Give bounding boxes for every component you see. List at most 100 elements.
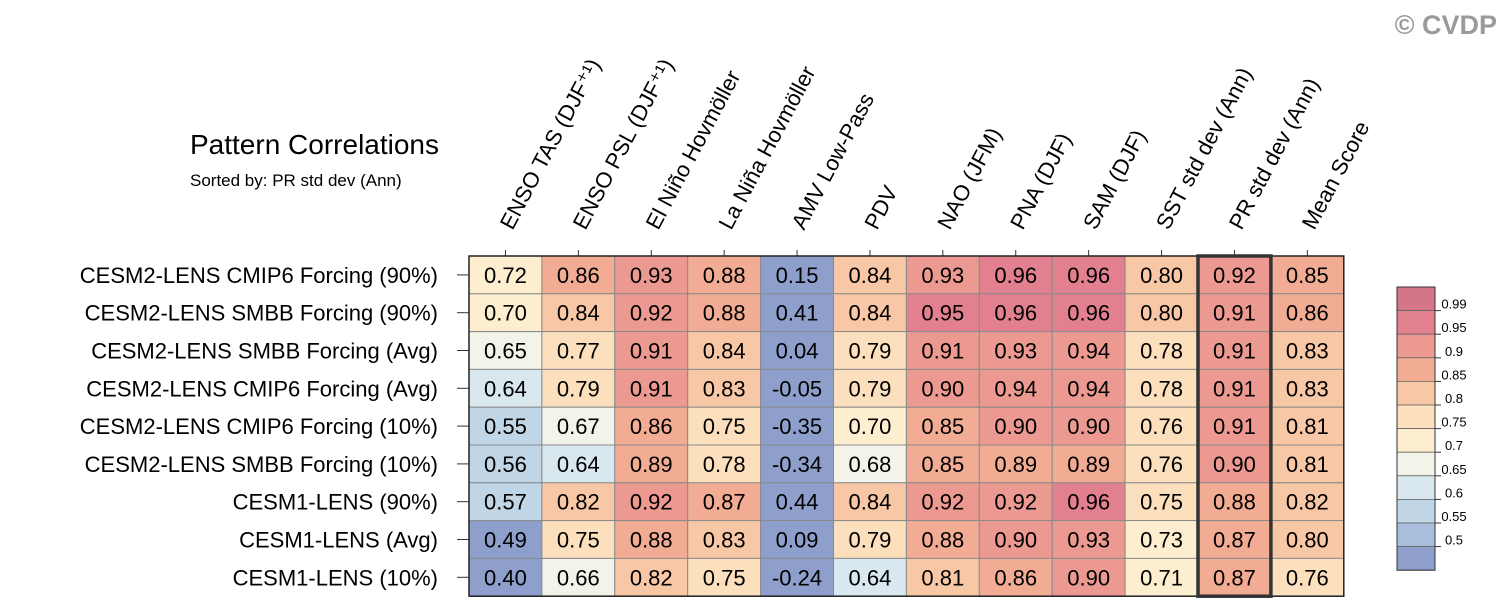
cell-value: 0.90 xyxy=(1213,452,1256,477)
heatmap-cell xyxy=(1051,293,1126,333)
heatmap-cell xyxy=(687,293,762,333)
heatmap-cell xyxy=(687,444,762,484)
cell-value: -0.05 xyxy=(772,376,822,401)
colorbar-swatch xyxy=(1396,451,1436,477)
heatmap-cell xyxy=(1197,482,1272,522)
cell-value: 0.96 xyxy=(1067,263,1110,288)
heatmap-cell xyxy=(541,368,616,408)
cell-value: 0.87 xyxy=(1213,565,1256,590)
cell-value: 0.68 xyxy=(849,452,892,477)
cell-value: 0.49 xyxy=(484,528,527,553)
column-header: PNA (DJF) xyxy=(1005,129,1076,234)
heatmap-cell xyxy=(468,520,543,559)
cell-value: 0.85 xyxy=(921,452,964,477)
cell-value: 0.75 xyxy=(557,528,600,553)
cell-value: 0.72 xyxy=(484,263,527,288)
heatmap-cell xyxy=(1197,444,1272,484)
cell-value: 0.88 xyxy=(703,263,746,288)
row-label: CESM2-LENS CMIP6 Forcing (Avg) xyxy=(86,376,438,401)
cell-value: 0.88 xyxy=(630,528,673,553)
heatmap-cell xyxy=(905,255,980,295)
colorbar-swatch xyxy=(1396,357,1436,382)
heatmap-cell xyxy=(1051,255,1126,295)
cell-value: 0.65 xyxy=(484,339,527,364)
heatmap-cell xyxy=(687,557,762,597)
cell-value: 0.73 xyxy=(1140,528,1183,553)
cell-value: 0.93 xyxy=(921,263,964,288)
cell-value: 0.81 xyxy=(921,565,964,590)
cell-value: 0.90 xyxy=(994,414,1037,439)
heatmap-cell xyxy=(1124,520,1199,559)
heatmap-cell xyxy=(760,368,834,408)
heatmap-cell xyxy=(978,482,1053,522)
cell-value: 0.76 xyxy=(1140,414,1183,439)
heatmap-cell xyxy=(1197,368,1272,408)
cell-value: 0.80 xyxy=(1140,301,1183,326)
cell-value: 0.92 xyxy=(1213,263,1256,288)
heatmap-cell xyxy=(614,557,689,597)
cell-value: 0.89 xyxy=(630,452,673,477)
heatmap-cell xyxy=(614,406,689,446)
heatmap-cell xyxy=(905,368,980,408)
cell-value: 0.67 xyxy=(557,414,600,439)
cell-value: 0.83 xyxy=(703,376,746,401)
heatmap-cell xyxy=(760,331,834,370)
cell-value: 0.83 xyxy=(1286,376,1329,401)
heatmap-cell xyxy=(1051,444,1126,484)
cell-value: 0.87 xyxy=(1213,528,1256,553)
heatmap-cell xyxy=(1124,482,1199,522)
colorbar-label: 0.6 xyxy=(1445,485,1463,500)
cell-value: 0.88 xyxy=(1213,490,1256,515)
cell-value: 0.96 xyxy=(994,301,1037,326)
cell-value: 0.44 xyxy=(776,490,819,515)
cell-value: 0.81 xyxy=(1286,414,1329,439)
cell-value: 0.94 xyxy=(1067,376,1110,401)
colorbar-swatch xyxy=(1396,404,1436,430)
heatmap-cell xyxy=(833,331,907,370)
cell-value: 0.84 xyxy=(849,490,892,515)
heatmap-cell xyxy=(541,331,616,370)
cell-value: 0.92 xyxy=(630,301,673,326)
colorbar-swatch xyxy=(1396,428,1436,453)
row-label: CESM2-LENS SMBB Forcing (90%) xyxy=(85,301,438,326)
heatmap-cell xyxy=(760,293,834,333)
column-header: SAM (DJF) xyxy=(1078,126,1151,234)
row-label: CESM2-LENS CMIP6 Forcing (90%) xyxy=(80,263,438,288)
cell-value: 0.84 xyxy=(703,339,746,364)
cell-value: -0.24 xyxy=(772,565,822,590)
heatmap-cell xyxy=(760,520,834,559)
heatmap-cell xyxy=(833,368,907,408)
grid-frame xyxy=(468,255,1345,597)
colorbar-label: 0.55 xyxy=(1441,509,1466,524)
row-label: CESM2-LENS SMBB Forcing (10%) xyxy=(85,452,438,477)
heatmap-cell xyxy=(1124,557,1199,597)
row-labels: CESM2-LENS CMIP6 Forcing (90%) CESM2-LENS… xyxy=(80,263,469,590)
cell-value: 0.83 xyxy=(703,528,746,553)
cell-value: 0.91 xyxy=(630,339,673,364)
cell-value: 0.91 xyxy=(630,376,673,401)
cell-value: 0.91 xyxy=(921,339,964,364)
heatmap-cell xyxy=(687,482,762,522)
row-label: CESM1-LENS (90%) xyxy=(233,490,438,515)
cell-value: 0.15 xyxy=(776,263,819,288)
colorbar-label: 0.95 xyxy=(1441,320,1466,335)
column-header: Mean Score xyxy=(1297,117,1375,233)
cell-value: 0.93 xyxy=(1067,528,1110,553)
colorbar-label: 0.85 xyxy=(1441,367,1466,382)
cell-value: 0.87 xyxy=(703,490,746,515)
heatmap-cell xyxy=(687,368,762,408)
colorbar-swatch xyxy=(1396,333,1436,359)
cell-value: 0.90 xyxy=(994,528,1037,553)
cell-value: 0.80 xyxy=(1140,263,1183,288)
heatmap-cell xyxy=(978,255,1053,295)
heatmap-cell xyxy=(978,520,1053,559)
cell-value: 0.79 xyxy=(849,376,892,401)
colorbar-swatch xyxy=(1396,522,1436,548)
heatmap-cell xyxy=(978,331,1053,370)
cell-value: 0.79 xyxy=(557,376,600,401)
cell-value: 0.09 xyxy=(776,528,819,553)
column-headers: ENSO TAS (DJF⁺¹)ENSO PSL (DJF⁺¹)El Niño … xyxy=(495,54,1375,256)
cell-value: 0.96 xyxy=(1067,301,1110,326)
cell-value: 0.92 xyxy=(921,490,964,515)
